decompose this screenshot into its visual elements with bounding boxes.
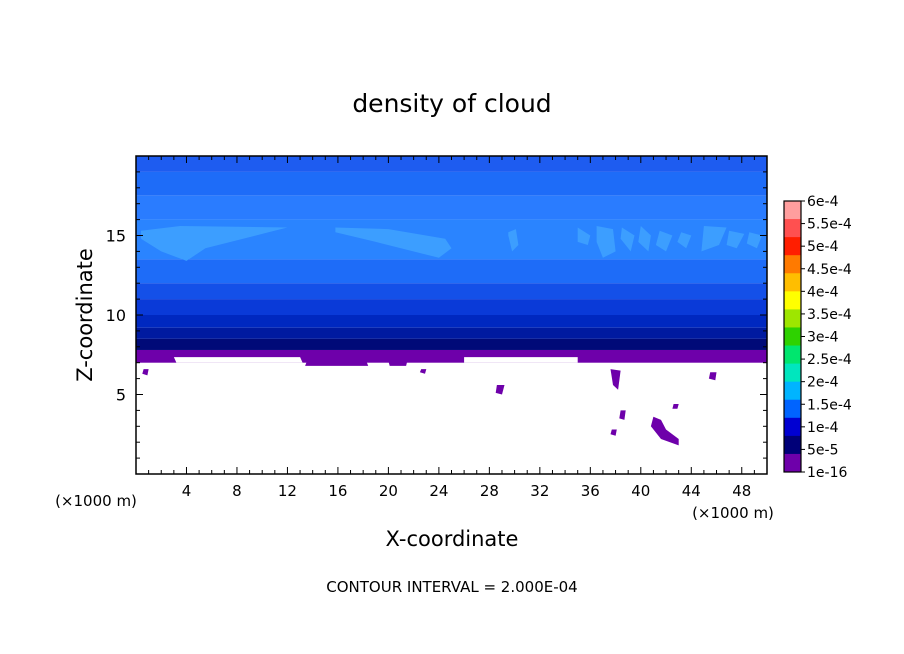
contour-layer-9 <box>136 338 767 350</box>
light-patch-4 <box>596 226 616 258</box>
cloud-gap-1 <box>464 357 578 363</box>
y-axis-label: Z-coordinate <box>73 248 97 382</box>
colorbar-label: 5e-4 <box>807 239 839 255</box>
x-tick-label: 40 <box>631 482 650 500</box>
cloud-blob-3 <box>419 369 427 374</box>
contour-patches <box>141 226 762 446</box>
colorbar-label: 4e-4 <box>807 284 839 300</box>
colorbar-label: 3.5e-4 <box>807 307 852 323</box>
x-tick-label: 32 <box>530 482 549 500</box>
contour-layer-2 <box>136 195 767 220</box>
cloud-blob-5 <box>610 369 621 390</box>
x-unit-right: (×1000 m) <box>692 504 774 522</box>
x-tick-label: 16 <box>328 482 347 500</box>
cloud-blob-1 <box>305 359 369 366</box>
colorbar-label: 2e-4 <box>807 375 839 391</box>
colorbar-swatch <box>784 363 801 383</box>
cloud-blob-8 <box>650 416 679 446</box>
colorbar-swatch <box>784 255 801 274</box>
y-tick-label: 15 <box>106 227 126 246</box>
colorbar-swatch <box>784 309 801 328</box>
colorbar-label: 1e-16 <box>807 465 847 481</box>
cloud-blob-10 <box>708 372 717 381</box>
colorbar-label: 2.5e-4 <box>807 352 852 368</box>
colorbar: 6e-4 5.5e-4 5e-4 4.5e-4 4e-4 3.5e-4 3e-4 2.5e-4… <box>783 194 852 481</box>
contour-interval-footer: CONTOUR INTERVAL = 2.000E-04 <box>326 578 577 596</box>
cloud-blob-6 <box>619 410 626 420</box>
x-tick-label: 24 <box>429 482 448 500</box>
axis-ticks <box>136 156 767 474</box>
contour-layer-7 <box>136 315 767 328</box>
x-tick-label: 44 <box>682 482 701 500</box>
cloud-blob-4 <box>495 385 505 395</box>
light-patch-1 <box>335 227 452 258</box>
light-patch-6 <box>638 226 651 252</box>
contour-layer-1 <box>136 171 767 196</box>
x-tick-label: 28 <box>480 482 499 500</box>
x-axis-label: X-coordinate <box>386 527 519 551</box>
colorbar-swatch <box>784 219 801 238</box>
light-patch-10 <box>726 230 745 249</box>
colorbar-swatch <box>784 453 801 473</box>
contour-layers <box>136 156 767 363</box>
colorbar-swatch <box>784 417 801 437</box>
contour-layer-8 <box>136 327 767 339</box>
x-tick-label: 8 <box>232 482 242 500</box>
x-tick-label: 4 <box>182 482 192 500</box>
cloud-blob-7 <box>610 429 617 436</box>
x-unit-left: (×1000 m) <box>55 492 137 510</box>
colorbar-swatch <box>784 201 801 220</box>
contour-layer-4 <box>136 259 767 284</box>
colorbar-swatch <box>784 435 801 455</box>
colorbar-swatch <box>784 399 801 419</box>
x-tick-label: 48 <box>732 482 751 500</box>
colorbar-label: 1.5e-4 <box>807 397 852 413</box>
light-patch-2 <box>508 229 519 252</box>
cloud-blob-9 <box>672 404 679 409</box>
light-patch-5 <box>620 227 635 252</box>
colorbar-label: 5.5e-4 <box>807 217 852 233</box>
light-patch-3 <box>577 227 591 245</box>
colorbar-swatch <box>784 273 801 292</box>
colorbar-swatch <box>784 291 801 310</box>
chart-title: density of cloud <box>352 89 551 118</box>
plot-area <box>135 155 768 475</box>
colorbar-label: 4.5e-4 <box>807 262 852 278</box>
colorbar-label: 1e-4 <box>807 420 839 436</box>
x-tick-label: 36 <box>581 482 600 500</box>
contour-layer-5 <box>136 283 767 300</box>
colorbar-swatch <box>784 327 801 347</box>
light-patch-7 <box>655 230 673 252</box>
colorbar-swatch <box>784 381 801 401</box>
y-tick-label: 10 <box>106 306 126 325</box>
colorbar-label: 3e-4 <box>807 330 839 346</box>
light-patch-9 <box>701 226 727 252</box>
cloud-blob-0 <box>142 369 149 376</box>
cloud-blob-2 <box>388 361 408 366</box>
light-patch-11 <box>746 232 762 249</box>
cloud-gap-0 <box>173 357 303 363</box>
contour-layer-6 <box>136 299 767 315</box>
contour-layer-0 <box>136 156 767 172</box>
colorbar-swatch <box>784 237 801 256</box>
colorbar-swatch <box>784 345 801 365</box>
colorbar-label: 5e-5 <box>807 442 838 458</box>
x-tick-label: 12 <box>278 482 297 500</box>
light-patch-8 <box>677 232 692 249</box>
colorbar-label: 6e-4 <box>807 194 839 210</box>
x-tick-label: 20 <box>379 482 398 500</box>
light-patch-0 <box>141 226 288 261</box>
y-tick-label: 5 <box>116 386 126 405</box>
